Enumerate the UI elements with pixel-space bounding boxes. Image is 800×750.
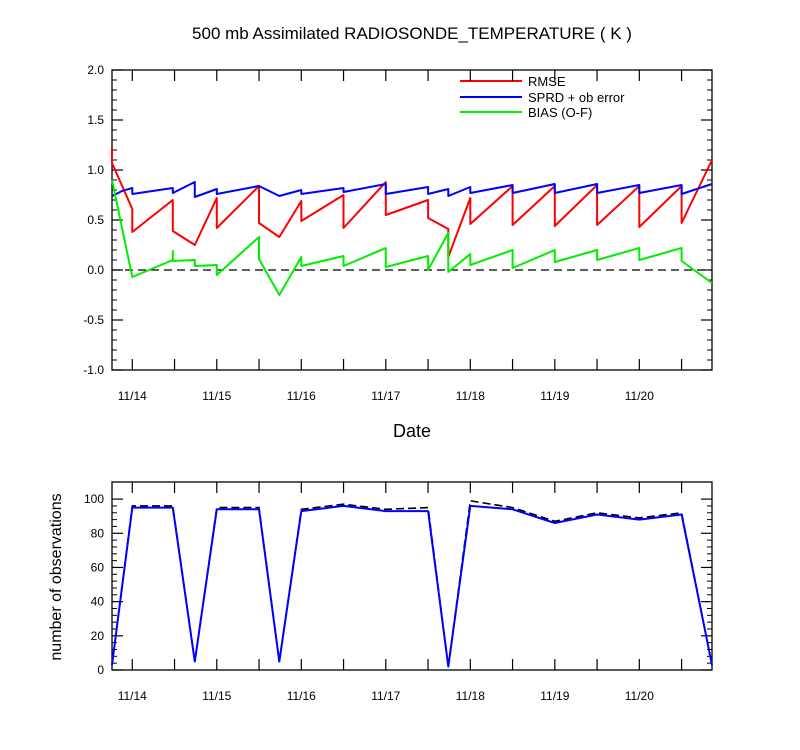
x-tick-label: 11/18	[456, 389, 485, 403]
legend-label-rmse: RMSE	[528, 74, 566, 89]
x-axis-label: Date	[393, 421, 431, 441]
x-tick-label: 11/20	[625, 689, 654, 703]
series-line-possible	[111, 499, 713, 668]
y-tick-label: 40	[91, 595, 105, 609]
plot-frame	[111, 69, 713, 371]
series-line-rmse	[111, 148, 713, 258]
x-tick-label: 11/19	[540, 689, 569, 703]
plot-frame	[111, 481, 713, 671]
x-tick-label: 11/17	[371, 389, 400, 403]
y-axis-label-observations: number of observations	[48, 493, 65, 660]
x-tick-label: 11/15	[202, 389, 231, 403]
x-tick-label: 11/16	[287, 389, 316, 403]
y-tick-label: 0.0	[87, 263, 104, 277]
x-tick-label: 11/14	[118, 689, 147, 703]
y-tick-label: 100	[84, 492, 104, 506]
y-tick-label: 80	[91, 526, 105, 540]
legend: RMSE SPRD + ob error BIAS (O-F)	[460, 74, 625, 120]
x-tick-label: 11/17	[371, 689, 400, 703]
y-tick-label: 2.0	[87, 63, 104, 77]
series-line-bias-o-f	[111, 179, 713, 296]
series-line-assimilated	[111, 504, 713, 668]
y-tick-label: -1.0	[83, 363, 104, 377]
x-tick-label: 11/20	[625, 389, 654, 403]
y-tick-label: 0	[97, 663, 104, 677]
chart-title: 500 mb Assimilated RADIOSONDE_TEMPERATUR…	[192, 24, 632, 43]
x-tick-label: 11/15	[202, 689, 231, 703]
y-tick-label: 1.5	[87, 113, 104, 127]
series-line-sprd-ob-error	[111, 181, 713, 198]
y-tick-label: 0.5	[87, 213, 104, 227]
x-tick-label: 11/19	[540, 389, 569, 403]
legend-label-bias: BIAS (O-F)	[528, 105, 592, 120]
bottom-chart: 0 20 40 60 80 100 11/14 11/15 11/16 11/17 11/18 11/…	[84, 481, 713, 703]
y-tick-label: 60	[91, 560, 105, 574]
top-chart: -1.0 -0.5 0.0 0.5 1.0 1.5 2.0 11/14 11/15 11/16 11…	[83, 63, 713, 403]
x-tick-label: 11/14	[118, 389, 147, 403]
legend-label-sprd: SPRD + ob error	[528, 90, 625, 105]
y-tick-label: 20	[91, 629, 105, 643]
y-tick-label: 1.0	[87, 163, 104, 177]
x-tick-label: 11/18	[456, 689, 485, 703]
y-tick-label: -0.5	[83, 313, 104, 327]
x-tick-label: 11/16	[287, 689, 316, 703]
